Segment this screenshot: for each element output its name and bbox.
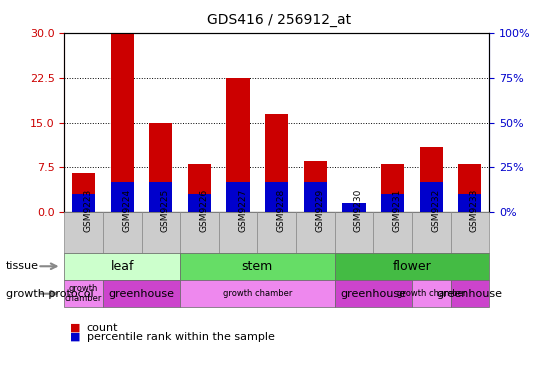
Bar <box>188 194 211 212</box>
Text: percentile rank within the sample: percentile rank within the sample <box>87 332 274 342</box>
Bar <box>342 203 366 212</box>
Text: count: count <box>87 322 118 333</box>
Bar <box>420 182 443 212</box>
Bar <box>226 78 250 212</box>
Text: GSM9229: GSM9229 <box>315 189 324 232</box>
Bar <box>304 182 327 212</box>
Bar <box>111 33 134 212</box>
Bar <box>149 123 172 212</box>
Text: growth
chamber: growth chamber <box>65 284 102 303</box>
Text: GSM9225: GSM9225 <box>161 189 170 232</box>
Bar <box>265 182 288 212</box>
Bar <box>304 161 327 212</box>
Text: GSM9230: GSM9230 <box>354 189 363 232</box>
Bar <box>72 194 95 212</box>
Text: growth chamber: growth chamber <box>396 289 466 298</box>
Bar <box>458 194 481 212</box>
Text: greenhouse: greenhouse <box>437 289 503 299</box>
Text: GSM9233: GSM9233 <box>470 189 479 232</box>
Text: ■: ■ <box>70 332 80 342</box>
Bar <box>381 164 404 212</box>
Text: GSM9224: GSM9224 <box>122 189 131 232</box>
Bar <box>72 173 95 212</box>
Bar <box>149 182 172 212</box>
Bar <box>458 164 481 212</box>
Bar <box>111 182 134 212</box>
Bar <box>226 182 250 212</box>
Text: GSM9226: GSM9226 <box>200 189 209 232</box>
Bar <box>342 203 366 212</box>
Text: greenhouse: greenhouse <box>340 289 406 299</box>
Text: greenhouse: greenhouse <box>108 289 174 299</box>
Bar <box>381 194 404 212</box>
Bar <box>265 114 288 212</box>
Bar <box>420 146 443 212</box>
Text: GSM9232: GSM9232 <box>431 189 440 232</box>
Text: flower: flower <box>392 260 431 273</box>
Bar <box>188 164 211 212</box>
Text: growth chamber: growth chamber <box>222 289 292 298</box>
Text: GSM9228: GSM9228 <box>277 189 286 232</box>
Text: GSM9227: GSM9227 <box>238 189 247 232</box>
Text: stem: stem <box>242 260 273 273</box>
Text: GSM9231: GSM9231 <box>392 189 401 232</box>
Text: growth protocol: growth protocol <box>6 289 93 299</box>
Text: ■: ■ <box>70 322 80 333</box>
Text: GDS416 / 256912_at: GDS416 / 256912_at <box>207 13 352 27</box>
Text: GSM9223: GSM9223 <box>84 189 93 232</box>
Text: tissue: tissue <box>6 261 39 271</box>
Text: leaf: leaf <box>111 260 134 273</box>
